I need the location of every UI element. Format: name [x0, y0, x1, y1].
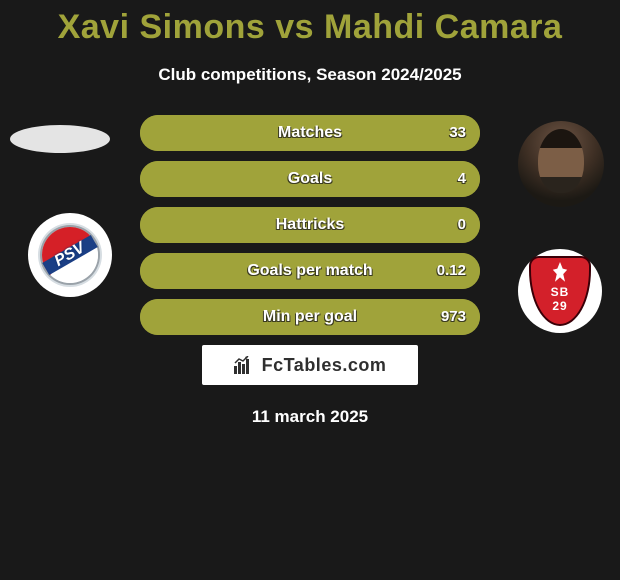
stat-value-right: 0.12: [437, 255, 466, 287]
page-title: Xavi Simons vs Mahdi Camara: [0, 0, 620, 47]
ermine-icon: [551, 262, 569, 284]
stat-value-right: 33: [449, 117, 466, 149]
player-left-photo: [10, 125, 110, 153]
stat-label: Min per goal: [142, 301, 478, 333]
site-logo: FcTables.com: [202, 345, 418, 385]
player-right-club-badge: SB 29: [518, 249, 602, 333]
stat-row: Matches33: [140, 115, 480, 151]
date-text: 11 march 2025: [0, 407, 620, 427]
stat-label: Goals per match: [142, 255, 478, 287]
stats-area: PSV SB 29 Matches33 Goals4 Hattricks0 Goals…: [0, 115, 620, 427]
stat-value-right: 973: [441, 301, 466, 333]
page-subtitle: Club competitions, Season 2024/2025: [0, 65, 620, 85]
stat-value-right: 0: [458, 209, 466, 241]
psv-badge-icon: PSV: [42, 227, 98, 283]
player-right-photo: [518, 121, 604, 207]
stat-label: Matches: [142, 117, 478, 149]
comparison-card: Xavi Simons vs Mahdi Camara Club competi…: [0, 0, 620, 580]
site-logo-text: FcTables.com: [262, 355, 387, 376]
stat-row: Min per goal973: [140, 299, 480, 335]
stat-label: Hattricks: [142, 209, 478, 241]
stat-row: Goals4: [140, 161, 480, 197]
psv-badge-text: PSV: [52, 239, 89, 271]
brest-badge-bottom: 29: [552, 300, 567, 312]
brest-badge-icon: SB 29: [529, 256, 591, 326]
stat-row: Goals per match0.12: [140, 253, 480, 289]
stat-label: Goals: [142, 163, 478, 195]
brest-badge-top: SB: [551, 286, 570, 298]
stat-value-right: 4: [458, 163, 466, 195]
stat-bars: Matches33 Goals4 Hattricks0 Goals per match…: [140, 115, 480, 335]
stat-row: Hattricks0: [140, 207, 480, 243]
player-left-club-badge: PSV: [28, 213, 112, 297]
chart-icon: [234, 356, 256, 374]
